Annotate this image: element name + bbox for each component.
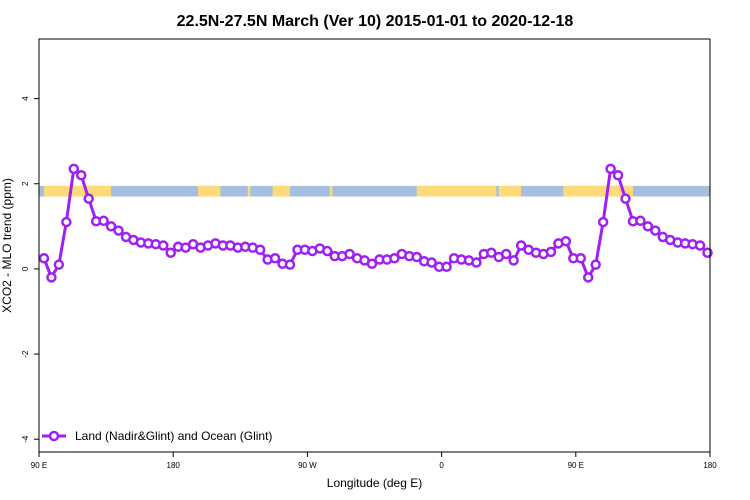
land-band-segment <box>416 185 497 197</box>
y-axis-label: XCO2 - MLO trend (ppm) <box>0 178 14 313</box>
data-point <box>635 215 646 227</box>
x-tick-label: 90 E <box>31 461 47 470</box>
data-point <box>105 221 117 232</box>
land-band-segment <box>272 185 291 197</box>
data-point <box>68 163 80 175</box>
data-point <box>83 193 94 204</box>
land-band-segment <box>329 185 333 197</box>
data-point <box>113 225 124 236</box>
data-point <box>284 259 296 270</box>
y-tick-label: -4 <box>21 435 30 443</box>
data-point <box>597 216 609 228</box>
data-point <box>508 255 519 266</box>
x-axis: 90 E 180 90 W 0 90 E 180 <box>31 452 717 470</box>
data-point <box>38 253 50 264</box>
data-point <box>694 240 706 251</box>
land-band-segment <box>498 185 522 197</box>
data-point <box>75 169 87 181</box>
data-point <box>165 247 176 258</box>
data-point <box>322 245 333 257</box>
series-layer <box>38 163 713 283</box>
data-point <box>344 248 355 260</box>
data-point <box>389 253 400 264</box>
legend-label: Land (Nadir&Glint) and Ocean (Glint) <box>75 429 272 443</box>
legend: Land (Nadir&Glint) and Ocean (Glint) <box>42 429 272 443</box>
data-point <box>53 259 65 270</box>
data-point <box>500 248 512 260</box>
y-tick-label: 0 <box>21 266 30 271</box>
land-band-segment <box>43 185 112 197</box>
x-tick-label: 90 W <box>298 461 317 470</box>
data-point <box>254 244 266 256</box>
data-point <box>650 225 661 236</box>
x-tick-label: 90 E <box>568 461 584 470</box>
data-point <box>426 257 437 268</box>
y-tick-label: 4 <box>21 96 30 101</box>
data-point <box>366 258 378 270</box>
data-point <box>612 169 624 181</box>
data-point <box>411 251 422 263</box>
legend-marker <box>48 430 60 442</box>
ocean-band <box>39 185 710 197</box>
land-band-segment <box>247 185 251 197</box>
data-point <box>515 240 527 251</box>
data-point <box>98 215 109 227</box>
x-tick-label: 0 <box>439 461 444 470</box>
plot-frame <box>38 38 711 453</box>
x-tick-label: 180 <box>703 461 717 470</box>
data-point <box>590 259 601 270</box>
data-point <box>486 247 497 258</box>
data-point <box>46 272 57 283</box>
data-point <box>61 216 72 228</box>
y-axis: -4 -2 0 2 4 <box>21 96 39 443</box>
data-point <box>441 261 452 273</box>
data-point <box>605 163 616 175</box>
band-layer <box>39 185 710 197</box>
y-tick-label: -2 <box>21 350 30 358</box>
data-point <box>560 235 572 247</box>
y-tick-label: 2 <box>21 181 30 186</box>
x-axis-label: Longitude (deg E) <box>327 476 422 490</box>
data-point <box>545 246 557 258</box>
data-point <box>582 272 594 283</box>
data-point <box>620 193 631 204</box>
data-point <box>158 240 169 251</box>
data-point <box>642 221 654 232</box>
data-point <box>471 257 482 268</box>
chart-title: 22.5N-27.5N March (Ver 10) 2015-01-01 to… <box>177 13 574 30</box>
land-band-segment <box>198 185 221 197</box>
land-band-segment <box>563 185 633 197</box>
x-tick-label: 180 <box>167 461 181 470</box>
data-point <box>575 253 587 264</box>
data-point <box>269 253 281 264</box>
